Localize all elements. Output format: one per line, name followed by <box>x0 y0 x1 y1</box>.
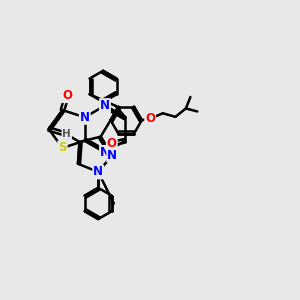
Text: O: O <box>62 89 72 102</box>
Text: H: H <box>62 129 71 140</box>
Text: N: N <box>93 165 103 178</box>
Text: N: N <box>100 99 110 112</box>
Text: N: N <box>107 149 117 162</box>
Text: O: O <box>107 137 117 150</box>
Text: S: S <box>58 141 67 154</box>
Text: N: N <box>80 111 90 124</box>
Text: O: O <box>145 112 155 125</box>
Text: N: N <box>100 146 110 159</box>
